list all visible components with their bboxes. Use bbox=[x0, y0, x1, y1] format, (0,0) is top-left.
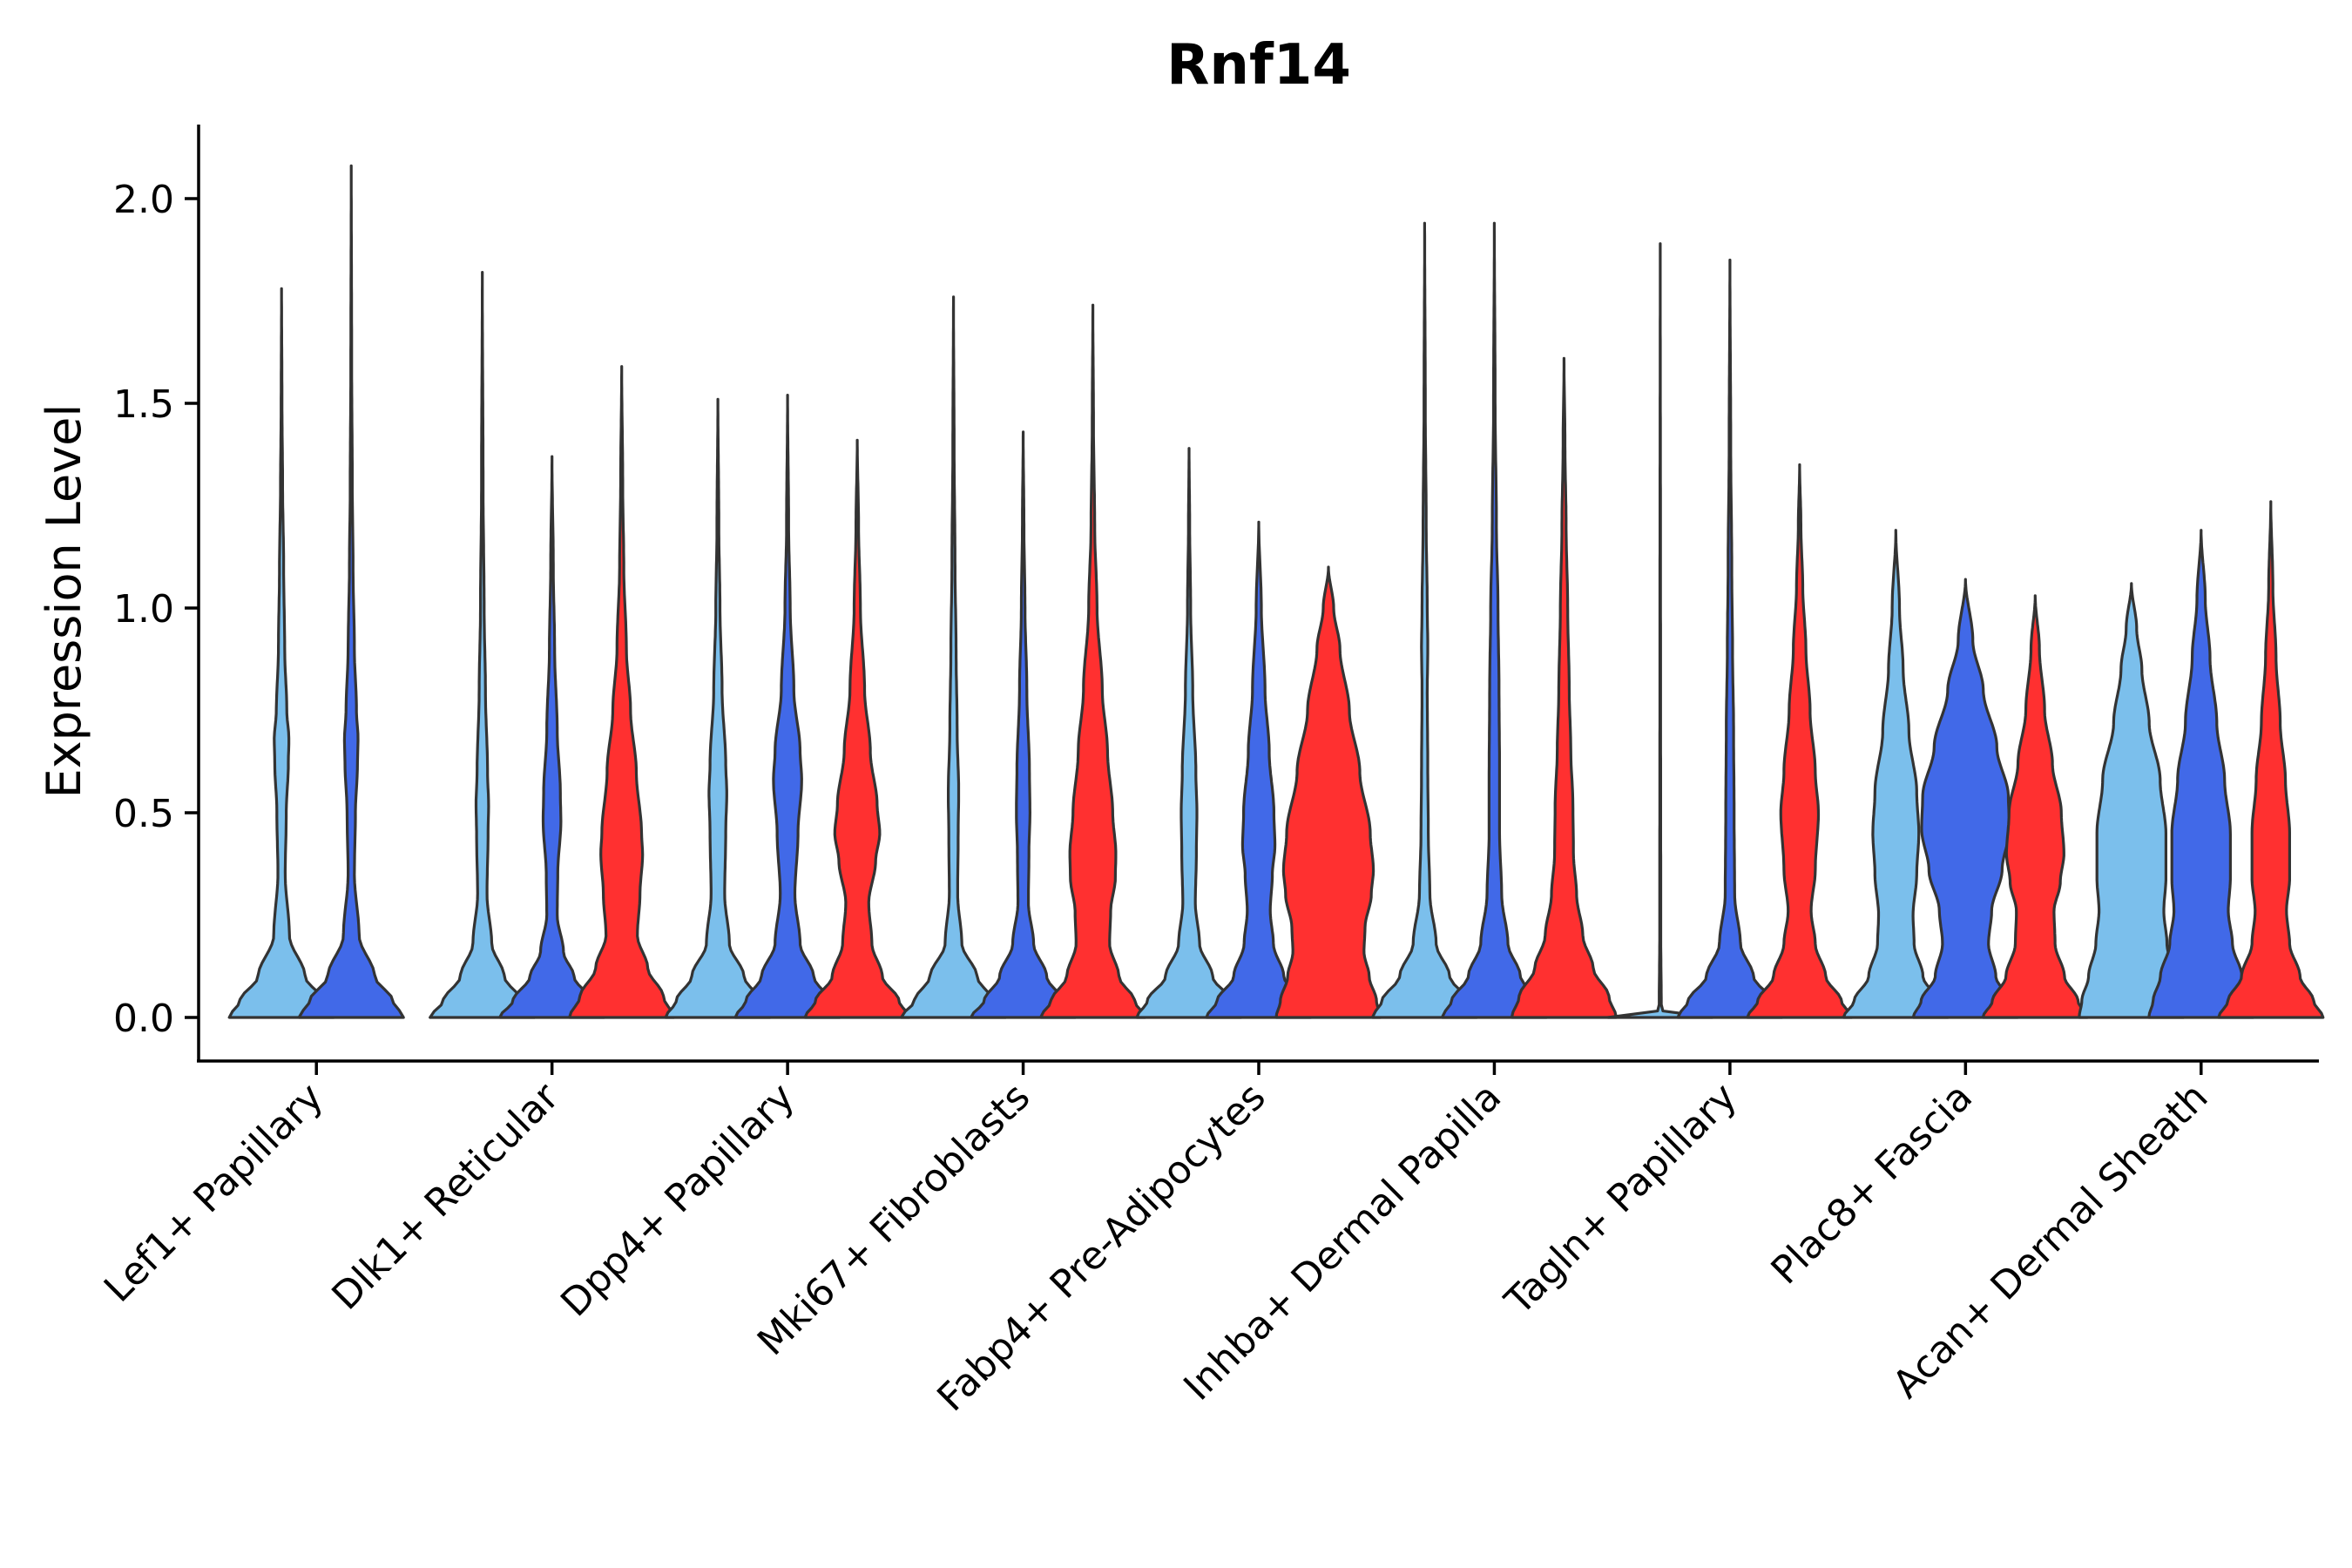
violin-8-2 bbox=[1911, 578, 2019, 1019]
y-tick-label: 1.0 bbox=[113, 587, 174, 632]
violin-3-1 bbox=[664, 397, 772, 1019]
y-tick-label: 1.5 bbox=[113, 382, 174, 427]
violin-4-1 bbox=[900, 295, 1008, 1019]
x-tick-label: Mki67+ Fibroblasts bbox=[749, 1075, 1038, 1364]
violin-5-3 bbox=[1274, 565, 1382, 1019]
violin-2-3 bbox=[568, 365, 676, 1019]
violin-1-1 bbox=[227, 287, 335, 1019]
violin-6-3 bbox=[1510, 356, 1618, 1019]
violin-5-1 bbox=[1135, 447, 1243, 1019]
y-tick-label: 0.5 bbox=[113, 792, 174, 836]
x-tick-label: Tagln+ Papillary bbox=[1497, 1075, 1746, 1324]
x-tick-label: Plac8+ Fascia bbox=[1763, 1075, 1982, 1294]
violin-4-3 bbox=[1039, 303, 1147, 1019]
violin-4-2 bbox=[970, 430, 1078, 1019]
y-tick-label: 2.0 bbox=[113, 178, 174, 222]
violin-7-1 bbox=[1606, 242, 1714, 1019]
violin-group bbox=[227, 164, 2325, 1019]
violin-9-3 bbox=[2217, 500, 2325, 1019]
violin-7-3 bbox=[1746, 463, 1854, 1019]
violin-2-2 bbox=[498, 455, 606, 1019]
x-tick-label: Lef1+ Papillary bbox=[96, 1075, 332, 1311]
violin-9-1 bbox=[2078, 582, 2186, 1019]
violin-8-1 bbox=[1842, 529, 1950, 1019]
y-axis-ticks: 0.0 0.5 1.0 1.5 2.0 bbox=[113, 178, 199, 1041]
violin-3-2 bbox=[733, 394, 841, 1019]
chart-title: Rnf14 bbox=[1166, 33, 1351, 98]
violin-2-1 bbox=[429, 271, 537, 1019]
x-tick-label: Dpp4+ Papillary bbox=[552, 1075, 803, 1326]
violin-9-2 bbox=[2147, 529, 2255, 1019]
violin-1-2 bbox=[297, 164, 405, 1019]
violin-5-2 bbox=[1205, 520, 1313, 1019]
violin-6-2 bbox=[1440, 221, 1548, 1019]
violin-6-1 bbox=[1370, 221, 1478, 1019]
y-tick-label: 0.0 bbox=[113, 997, 174, 1041]
y-axis-label: Expression Level bbox=[37, 404, 91, 799]
violin-8-3 bbox=[1981, 594, 2089, 1019]
violin-7-2 bbox=[1676, 258, 1784, 1019]
violin-3-3 bbox=[803, 438, 911, 1019]
x-tick-label: Dlk1+ Reticular bbox=[323, 1074, 568, 1319]
